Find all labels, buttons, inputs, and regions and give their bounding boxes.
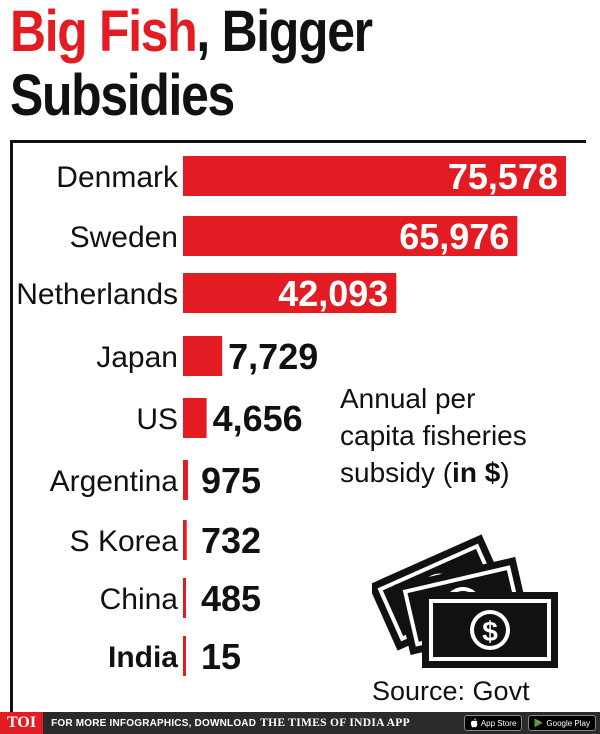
value-label-argentina: 975	[201, 460, 261, 501]
google-play-badge[interactable]: Google Play	[528, 715, 596, 731]
bar-us	[183, 398, 207, 438]
bar-netherlands	[183, 273, 397, 313]
category-label-india: India	[108, 641, 178, 674]
footer-brand-name: THE TIMES OF INDIA APP	[260, 717, 410, 729]
value-label-denmark: 75,578	[448, 156, 558, 197]
money-bills-icon: $	[372, 534, 558, 668]
title-rest: , Bigger	[196, 0, 373, 64]
annotation-line-3: subsidy (in $)	[340, 454, 580, 491]
category-label-netherlands: Netherlands	[16, 278, 178, 311]
value-label-sweden: 65,976	[399, 216, 509, 257]
category-label-argentina: Argentina	[50, 465, 179, 498]
apple-icon	[470, 718, 478, 728]
bar-india	[183, 636, 186, 676]
toi-logo[interactable]: TOI	[0, 712, 44, 734]
annotation-line-2: capita fisheries	[340, 420, 527, 451]
category-label-sweden: Sweden	[70, 221, 178, 254]
app-store-label: App Store	[480, 718, 517, 728]
annotation-line-1: Annual per	[340, 383, 476, 414]
category-label-s-korea: S Korea	[70, 525, 179, 558]
bar-japan	[183, 336, 223, 376]
value-label-japan: 7,729	[228, 336, 318, 377]
chart-annotation: Annual per capita fisheries subsidy (in …	[340, 380, 580, 491]
bar-s-korea	[183, 520, 187, 560]
google-play-icon	[534, 718, 544, 728]
category-label-china: China	[100, 583, 179, 616]
title-line-1: Big Fish, Bigger	[10, 0, 373, 64]
bar-china	[183, 578, 186, 618]
bar-chart: Denmark 75,578 Sweden 65,976 Netherlands 42,0…	[16, 156, 566, 677]
footer-promo-text: FOR MORE INFOGRAPHICS, DOWNLOAD	[51, 717, 257, 729]
category-label-denmark: Denmark	[56, 161, 179, 194]
title-highlight: Big Fish	[10, 0, 198, 64]
svg-text:$: $	[482, 616, 498, 647]
value-label-netherlands: 42,093	[278, 273, 388, 314]
value-label-s-korea: 732	[201, 520, 261, 561]
value-label-us: 4,656	[213, 398, 303, 439]
title-line-2: Subsidies	[10, 63, 235, 128]
bar-argentina	[183, 460, 188, 500]
annotation-prefix: subsidy (	[340, 457, 453, 488]
value-label-china: 485	[201, 578, 261, 619]
footer-bar: TOI FOR MORE INFOGRAPHICS, DOWNLOAD THE …	[0, 712, 600, 734]
source-credit: Source: Govt	[372, 676, 530, 706]
annotation-suffix: )	[500, 457, 510, 488]
bar-denmark	[183, 156, 566, 196]
category-label-japan: Japan	[96, 341, 178, 374]
bar-sweden	[183, 216, 518, 256]
frame-top-rule	[10, 140, 586, 143]
infographic-title: Big Fish, Bigger Subsidies	[10, 0, 373, 128]
frame-left-rule	[10, 140, 13, 712]
annotation-unit: in $	[452, 457, 501, 488]
category-label-us: US	[136, 403, 178, 436]
google-play-label: Google Play	[546, 718, 590, 728]
value-label-india: 15	[201, 636, 241, 677]
app-store-badge[interactable]: App Store	[463, 715, 523, 731]
